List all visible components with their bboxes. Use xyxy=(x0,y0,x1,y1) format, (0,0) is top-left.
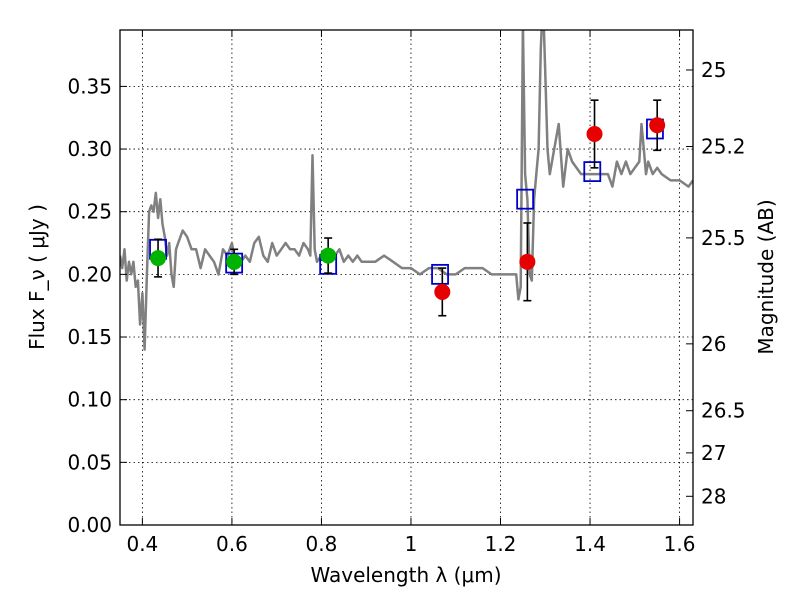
mag-tick-label: 25.5 xyxy=(701,226,746,250)
mag-tick-label: 28 xyxy=(701,484,726,508)
spectrum-line xyxy=(120,30,693,351)
observed-point xyxy=(519,253,536,270)
y-tick-label: 0.20 xyxy=(67,262,112,286)
x-tick-label: 0.4 xyxy=(126,532,158,556)
y-tick-labels: 0.00 0.05 0.10 0.15 0.20 0.25 0.30 0.35 xyxy=(67,74,112,537)
y-axis-right-title: Magnitude (AB) xyxy=(754,199,778,354)
y-axis-title: Flux F_ν ( μJy ) xyxy=(25,204,49,350)
x-tick-label: 1.4 xyxy=(574,532,606,556)
observed-point xyxy=(150,250,167,267)
x-tick-label: 0.6 xyxy=(216,532,248,556)
observed-point xyxy=(320,247,337,264)
y-tick-label: 0.05 xyxy=(67,450,112,474)
magnitude-tick-labels: 25 25.2 25.5 26 26.5 27 28 xyxy=(701,58,746,508)
observed-point xyxy=(649,117,666,134)
plot-frame xyxy=(119,29,694,526)
model-point xyxy=(431,263,449,285)
y-tick-label: 0.35 xyxy=(67,74,112,98)
plot-content xyxy=(120,30,693,351)
observed-photometry-layer xyxy=(150,117,666,300)
model-point xyxy=(516,188,535,210)
x-axis-title: Wavelength λ (μm) xyxy=(310,563,501,587)
axis-ticks xyxy=(120,30,693,526)
mag-tick-label: 26 xyxy=(701,332,726,356)
model-point xyxy=(583,161,602,183)
mag-tick-label: 25.2 xyxy=(701,135,746,159)
x-tick-label: 1.2 xyxy=(485,532,517,556)
observed-point xyxy=(586,126,603,143)
observed-point xyxy=(226,253,243,270)
x-tick-label: 1.6 xyxy=(664,532,696,556)
y-tick-label: 0.00 xyxy=(67,513,112,537)
x-tick-labels: 0.4 0.6 0.8 1 1.2 1.4 1.6 xyxy=(126,532,695,556)
x-tick-label: 1 xyxy=(405,532,418,556)
observed-point xyxy=(434,283,451,300)
y-tick-label: 0.10 xyxy=(67,388,112,412)
x-tick-label: 0.8 xyxy=(306,532,338,556)
y-tick-label: 0.15 xyxy=(67,325,112,349)
y-tick-label: 0.25 xyxy=(67,200,112,224)
mag-tick-label: 26.5 xyxy=(701,399,746,423)
mag-tick-label: 27 xyxy=(701,441,726,465)
mag-tick-label: 25 xyxy=(701,58,726,82)
y-tick-label: 0.30 xyxy=(67,137,112,161)
spectrum-layer xyxy=(120,30,693,351)
plot-area xyxy=(120,30,693,525)
